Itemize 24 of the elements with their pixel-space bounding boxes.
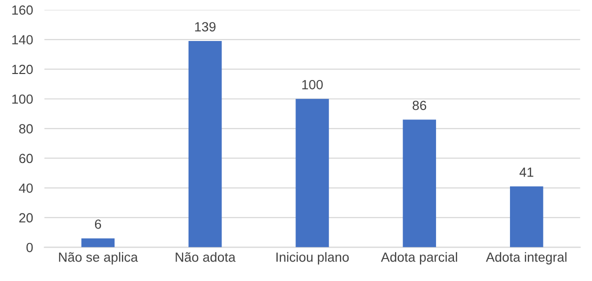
bar [402, 120, 436, 248]
y-tick-label: 160 [12, 5, 33, 15]
x-tick-label: Adota integral [486, 252, 566, 264]
y-tick-label: 100 [12, 94, 33, 104]
data-label: 41 [520, 168, 534, 177]
x-tick-label: Adota parcial [380, 252, 458, 264]
data-label: 6 [94, 219, 102, 229]
bar [510, 186, 544, 248]
y-tick-label: 80 [19, 124, 33, 134]
y-tick-label: 140 [12, 35, 33, 44]
x-tick-label: Não adota [176, 252, 236, 262]
y-tick-label: 20 [19, 213, 33, 223]
y-tick-label: 0 [26, 242, 33, 252]
bar [81, 238, 115, 248]
y-tick-label: 120 [12, 64, 33, 74]
data-label: 139 [195, 22, 216, 32]
data-label: 86 [412, 100, 426, 110]
bar [296, 98, 329, 248]
y-tick-label: 40 [18, 183, 33, 193]
bar [188, 41, 222, 248]
x-tick-label: Iniciou plano [276, 252, 349, 264]
y-tick-label: 60 [19, 154, 33, 164]
data-label: 100 [302, 80, 323, 90]
x-tick-label: Não se aplica [59, 252, 138, 264]
